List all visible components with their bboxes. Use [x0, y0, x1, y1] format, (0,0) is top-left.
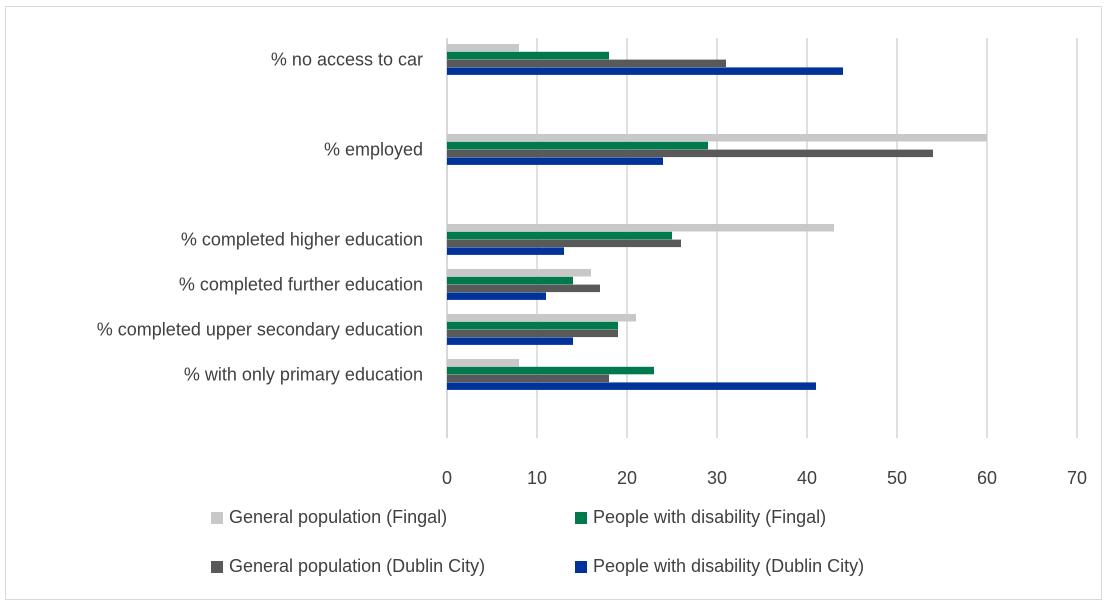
x-tick-label: 30 [707, 468, 727, 488]
x-tick-label: 0 [442, 468, 452, 488]
bar-4-cat-3 [447, 247, 564, 255]
x-tick-label: 10 [527, 468, 547, 488]
x-tick-label: 40 [797, 468, 817, 488]
legend-label: General population (Dublin City) [229, 556, 485, 576]
chart-frame [5, 6, 1102, 600]
bar-4-cat-2 [447, 157, 663, 165]
bar-2-cat-3 [447, 231, 672, 240]
bar-1-cat-6 [447, 359, 519, 367]
category-label: % with only primary education [184, 365, 423, 385]
bar-1-cat-4 [447, 269, 591, 277]
legend-label: People with disability (Dublin City) [593, 556, 864, 576]
bar-1-cat-2 [447, 134, 987, 142]
legend-swatch [575, 561, 587, 573]
category-label: % completed higher education [181, 230, 423, 250]
legend-swatch [211, 512, 223, 524]
legend-label: People with disability (Fingal) [593, 507, 826, 527]
bar-2-cat-5 [447, 321, 618, 330]
bar-4-cat-5 [447, 337, 573, 345]
bar-3-cat-4 [447, 284, 600, 293]
bar-2-cat-6 [447, 366, 654, 375]
bar-4-cat-4 [447, 292, 546, 300]
bar-2-cat-4 [447, 276, 573, 285]
bar-2-cat-2 [447, 141, 708, 150]
category-label: % no access to car [271, 50, 423, 70]
bar-4-cat-1 [447, 67, 843, 75]
bar-3-cat-1 [447, 59, 726, 68]
bar-3-cat-6 [447, 374, 609, 383]
category-label: % employed [324, 140, 423, 160]
x-tick-label: 60 [977, 468, 997, 488]
legend-swatch [211, 561, 223, 573]
bar-3-cat-5 [447, 329, 618, 338]
x-tick-label: 20 [617, 468, 637, 488]
legend-label: General population (Fingal) [229, 507, 447, 527]
category-label: % completed upper secondary education [97, 320, 423, 340]
bar-3-cat-3 [447, 239, 681, 248]
x-tick-label: 70 [1067, 468, 1087, 488]
legend-swatch [575, 512, 587, 524]
x-tick-label: 50 [887, 468, 907, 488]
bar-2-cat-1 [447, 51, 609, 60]
bar-3-cat-2 [447, 149, 933, 158]
bar-4-cat-6 [447, 382, 816, 390]
bar-1-cat-3 [447, 224, 834, 232]
bar-1-cat-5 [447, 314, 636, 322]
bar-1-cat-1 [447, 44, 519, 52]
category-label: % completed further education [179, 275, 423, 295]
